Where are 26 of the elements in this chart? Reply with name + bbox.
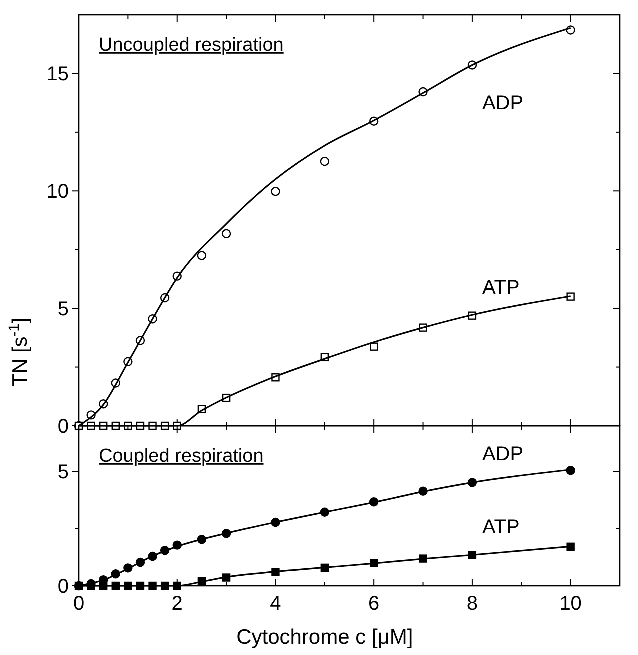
series-label: ATP: [482, 516, 520, 538]
point: [320, 156, 330, 166]
y-tick-label: 0: [58, 576, 69, 598]
legend-label: ADP: [482, 444, 524, 466]
point: [271, 187, 280, 196]
y-tick-label: 5: [58, 298, 69, 321]
x-axis-title: Cytochrome c [μM]: [236, 626, 414, 649]
point: [419, 554, 428, 563]
x-tick-label: 0: [73, 593, 85, 615]
x-tick-label: 2: [172, 593, 183, 615]
x-tick-label: 6: [368, 593, 380, 615]
x-tick-label: 8: [466, 593, 478, 615]
point: [222, 229, 232, 238]
point: [370, 342, 378, 351]
x-tick-label: 4: [270, 593, 282, 615]
x-tick-label: 10: [560, 593, 582, 615]
point: [566, 542, 575, 552]
text: Uncoupled respiration: [99, 35, 284, 56]
series-label: ADP: [482, 92, 524, 114]
y-tick-label: 5: [58, 462, 69, 484]
y-tick-label: 10: [46, 181, 69, 204]
text: Coupled respiration: [99, 446, 264, 467]
y-tick-label: 15: [46, 64, 69, 86]
y-tick-label: 0: [58, 416, 69, 438]
point: [197, 251, 207, 260]
series-label: ATP: [482, 276, 520, 299]
